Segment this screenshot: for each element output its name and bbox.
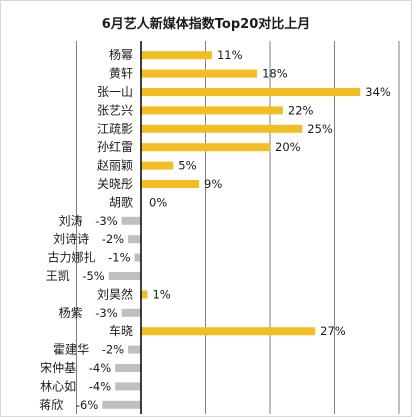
category-label: 刘涛	[59, 213, 83, 228]
bar	[128, 235, 141, 244]
bar	[141, 106, 283, 115]
data-label: -2%	[102, 343, 124, 357]
bar	[108, 272, 141, 280]
data-label: 0%	[149, 195, 167, 209]
bar	[141, 51, 212, 60]
data-label: -3%	[95, 306, 117, 320]
gridlines	[76, 41, 400, 414]
category-label: 张艺兴	[97, 103, 133, 117]
bar	[134, 253, 141, 262]
data-label: 1%	[152, 287, 170, 301]
data-label: -5%	[82, 269, 104, 283]
data-labels: 11% 18% 34% 22% 25% 20% 5% 9% 0% -3% -2% -1% -5% 1% -3…	[76, 48, 391, 412]
category-label: 林心如	[40, 378, 76, 393]
data-label: 25%	[307, 122, 333, 136]
data-label: -6%	[76, 398, 98, 412]
category-label: 杨紫	[59, 305, 83, 320]
category-label: 江疏影	[97, 121, 133, 136]
bar	[141, 143, 270, 152]
category-label: 刘诗诗	[53, 232, 89, 246]
bar	[115, 364, 141, 372]
bar	[141, 180, 200, 188]
category-label: 杨幂	[109, 47, 133, 62]
category-label: 宋仲基	[40, 360, 76, 375]
bar	[141, 327, 316, 336]
bar	[141, 161, 174, 170]
data-label: 5%	[178, 159, 196, 173]
category-label: 古力娜扎	[48, 250, 96, 265]
data-label: -4%	[89, 379, 111, 393]
category-label: 关晓彤	[97, 177, 133, 191]
category-label: 黄轩	[109, 67, 133, 81]
data-label: 9%	[204, 177, 222, 191]
bar	[121, 308, 141, 317]
data-label: 27%	[320, 324, 346, 338]
bar	[141, 124, 303, 133]
category-label: 王凯	[46, 269, 70, 283]
bar	[141, 88, 361, 96]
bars	[102, 51, 361, 409]
category-label: 张一山	[97, 85, 133, 99]
category-label: 车晓	[109, 323, 133, 338]
bar	[141, 69, 258, 78]
data-label: 18%	[262, 67, 288, 81]
bar	[102, 400, 141, 409]
chart-title: 6月艺人新媒体指数Top20对比上月	[102, 16, 311, 32]
bar	[128, 345, 141, 354]
category-labels: 杨幂黄轩张一山张艺兴江疏影孙红雷赵丽颖关晓彤胡歌刘涛刘诗诗古力娜扎王凯刘昊然杨紫…	[39, 47, 133, 412]
data-label: -1%	[108, 251, 130, 265]
category-label: 孙红雷	[97, 139, 133, 154]
bar	[115, 382, 141, 391]
data-label: 34%	[365, 85, 391, 99]
bar	[141, 290, 148, 299]
category-label: 胡歌	[109, 194, 133, 209]
bar	[121, 216, 141, 225]
data-label: -2%	[102, 232, 124, 246]
data-label: -3%	[95, 214, 117, 228]
category-label: 刘昊然	[97, 286, 133, 301]
data-label: 22%	[288, 103, 314, 117]
data-label: -4%	[89, 361, 111, 375]
data-label: 20%	[275, 140, 301, 154]
data-label: 11%	[217, 48, 243, 62]
category-label: 霍建华	[53, 343, 89, 357]
category-label: 赵丽颖	[97, 159, 133, 173]
category-label: 蒋欣	[39, 398, 63, 412]
